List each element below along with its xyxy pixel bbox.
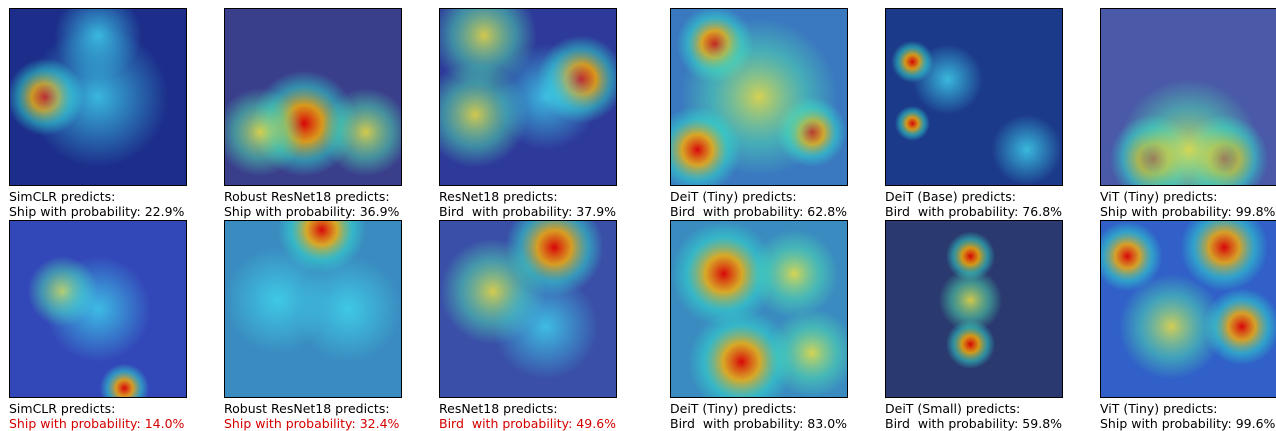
heat-region [750, 230, 838, 318]
model-label: ResNet18 predicts: [439, 189, 639, 204]
heat-region [493, 44, 599, 150]
prediction-label: Bird with probability: 83.0% [670, 416, 870, 431]
heatmap-image [670, 8, 848, 186]
model-label: ResNet18 predicts: [439, 401, 639, 416]
heatmap-image [439, 8, 617, 186]
heat-region [912, 44, 982, 114]
heatmap-image [224, 8, 402, 186]
prediction-label: Bird with probability: 37.9% [439, 204, 639, 219]
prediction-label: Bird with probability: 59.8% [885, 416, 1085, 431]
heat-region [1119, 274, 1225, 380]
figure: SimCLR predicts:Ship with probability: 2… [0, 0, 1276, 431]
panel: SimCLR predicts:Ship with probability: 1… [9, 220, 209, 431]
heatmap-image [885, 220, 1063, 398]
model-label: DeiT (Base) predicts: [885, 189, 1085, 204]
prediction-label: Ship with probability: 99.6% [1100, 416, 1276, 431]
prediction-label: Ship with probability: 14.0% [9, 416, 209, 431]
model-label: DeiT (Tiny) predicts: [670, 401, 870, 416]
heatmap-image [1100, 220, 1276, 398]
panel: Robust ResNet18 predicts:Ship with proba… [224, 220, 424, 431]
heat-region [992, 115, 1062, 185]
heat-region [493, 274, 599, 380]
heatmap-image [1100, 8, 1276, 186]
panel: ViT (Tiny) predicts:Ship with probabilit… [1100, 8, 1276, 219]
model-label: ViT (Tiny) predicts: [1100, 189, 1276, 204]
panel: ResNet18 predicts:Bird with probability:… [439, 8, 639, 219]
model-label: DeiT (Small) predicts: [885, 401, 1085, 416]
panel: Robust ResNet18 predicts:Ship with proba… [224, 8, 424, 219]
heat-region [895, 106, 930, 141]
panel: DeiT (Tiny) predicts:Bird with probabili… [670, 8, 870, 219]
prediction-label: Ship with probability: 32.4% [224, 416, 424, 431]
heatmap-image [9, 220, 187, 398]
heatmap-image [885, 8, 1063, 186]
panel: DeiT (Base) predicts:Bird with probabili… [885, 8, 1085, 219]
prediction-label: Bird with probability: 49.6% [439, 416, 639, 431]
model-label: Robust ResNet18 predicts: [224, 189, 424, 204]
prediction-label: Ship with probability: 99.8% [1100, 204, 1276, 219]
model-label: SimCLR predicts: [9, 401, 209, 416]
panel: DeiT (Small) predicts:Bird with probabil… [885, 220, 1085, 431]
model-label: Robust ResNet18 predicts: [224, 401, 424, 416]
panel: ViT (Tiny) predicts:Ship with probabilit… [1100, 220, 1276, 431]
heat-region [28, 27, 169, 168]
panel: SimCLR predicts:Ship with probability: 2… [9, 8, 209, 219]
heat-region [295, 256, 401, 362]
model-label: SimCLR predicts: [9, 189, 209, 204]
prediction-label: Ship with probability: 22.9% [9, 204, 209, 219]
prediction-label: Bird with probability: 62.8% [670, 204, 870, 219]
model-label: DeiT (Tiny) predicts: [670, 189, 870, 204]
heatmap-image [670, 220, 848, 398]
heatmap-image [439, 220, 617, 398]
prediction-label: Ship with probability: 36.9% [224, 204, 424, 219]
heatmap-image [9, 8, 187, 186]
heat-region [45, 256, 151, 362]
panel: ResNet18 predicts:Bird with probability:… [439, 220, 639, 431]
panel: DeiT (Tiny) predicts:Bird with probabili… [670, 220, 870, 431]
model-label: ViT (Tiny) predicts: [1100, 401, 1276, 416]
heatmap-image [224, 220, 402, 398]
heat-region [939, 269, 1002, 332]
prediction-label: Bird with probability: 76.8% [885, 204, 1085, 219]
